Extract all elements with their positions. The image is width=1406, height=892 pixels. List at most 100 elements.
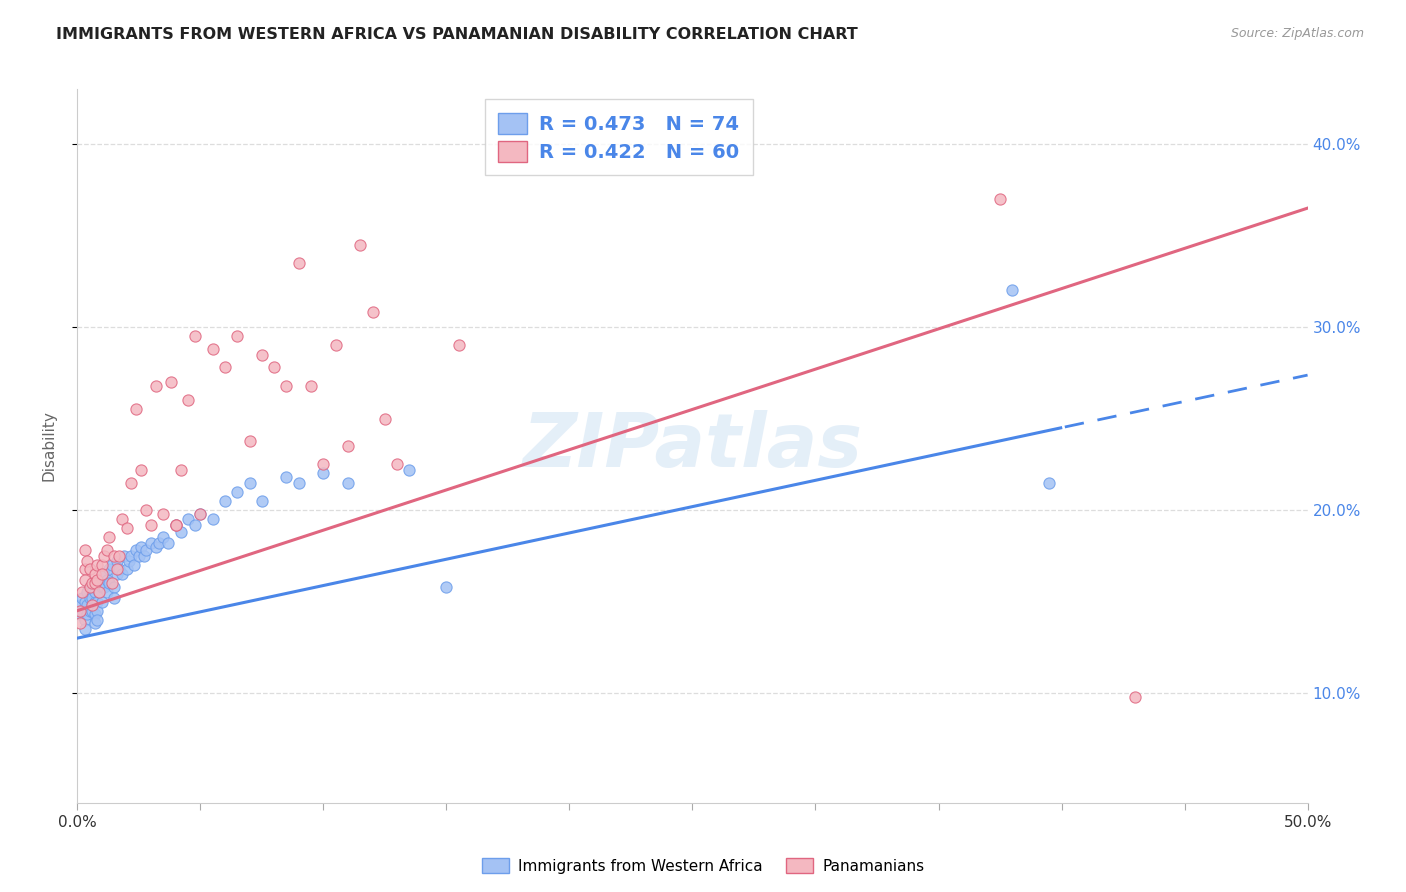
Point	[1001, 284, 1024, 298]
Point	[288, 256, 311, 270]
Point	[152, 531, 174, 545]
Point	[83, 585, 105, 599]
Point	[98, 576, 121, 591]
Point	[132, 549, 155, 563]
Text: ZIPatlas: ZIPatlas	[523, 409, 862, 483]
Point	[73, 613, 96, 627]
Point	[86, 594, 108, 608]
Point	[361, 305, 384, 319]
Point	[276, 470, 298, 484]
Point	[105, 567, 128, 582]
Point	[337, 475, 360, 490]
Point	[105, 554, 128, 568]
Point	[82, 598, 104, 612]
Point	[73, 594, 96, 608]
Point	[108, 561, 131, 575]
Point	[165, 517, 187, 532]
Point	[83, 616, 105, 631]
Point	[86, 604, 108, 618]
Point	[69, 616, 91, 631]
Point	[239, 475, 262, 490]
Point	[170, 463, 193, 477]
Point	[125, 543, 148, 558]
Point	[76, 554, 98, 568]
Point	[141, 517, 163, 532]
Point	[184, 329, 207, 343]
Point	[988, 192, 1011, 206]
Point	[79, 580, 101, 594]
Point	[103, 591, 125, 605]
Point	[73, 573, 96, 587]
Point	[86, 613, 108, 627]
Point	[112, 549, 135, 563]
Point	[190, 507, 212, 521]
Point	[101, 558, 124, 572]
Point	[93, 580, 115, 594]
Legend: Immigrants from Western Africa, Panamanians: Immigrants from Western Africa, Panamani…	[475, 852, 931, 880]
Point	[299, 378, 322, 392]
Point	[105, 561, 128, 575]
Point	[76, 585, 98, 599]
Point	[103, 549, 125, 563]
Point	[201, 512, 224, 526]
Point	[111, 567, 132, 582]
Point	[226, 484, 249, 499]
Y-axis label: Disability: Disability	[42, 410, 56, 482]
Point	[76, 607, 98, 622]
Point	[436, 580, 458, 594]
Point	[250, 347, 273, 361]
Point	[108, 549, 131, 563]
Point	[226, 329, 249, 343]
Point	[90, 567, 114, 582]
Point	[115, 521, 138, 535]
Point	[82, 591, 104, 605]
Point	[165, 517, 187, 532]
Point	[170, 524, 193, 539]
Point	[86, 573, 108, 587]
Point	[73, 543, 96, 558]
Point	[190, 507, 212, 521]
Point	[1125, 690, 1147, 704]
Point	[128, 549, 150, 563]
Point	[177, 393, 200, 408]
Point	[96, 543, 118, 558]
Point	[312, 458, 335, 472]
Text: Source: ZipAtlas.com: Source: ZipAtlas.com	[1230, 27, 1364, 40]
Point	[387, 458, 409, 472]
Point	[79, 604, 101, 618]
Point	[374, 411, 396, 425]
Point	[1038, 475, 1060, 490]
Point	[96, 573, 118, 587]
Point	[152, 507, 174, 521]
Point	[214, 360, 236, 375]
Point	[447, 338, 470, 352]
Point	[83, 607, 105, 622]
Point	[82, 585, 104, 599]
Point	[89, 585, 111, 599]
Point	[201, 342, 224, 356]
Point	[276, 378, 298, 392]
Text: IMMIGRANTS FROM WESTERN AFRICA VS PANAMANIAN DISABILITY CORRELATION CHART: IMMIGRANTS FROM WESTERN AFRICA VS PANAMA…	[56, 27, 858, 42]
Point	[312, 467, 335, 481]
Point	[90, 580, 114, 594]
Point	[70, 604, 93, 618]
Point	[79, 591, 101, 605]
Point	[214, 494, 236, 508]
Point	[101, 576, 124, 591]
Point	[145, 378, 167, 392]
Point	[93, 549, 115, 563]
Point	[89, 576, 111, 591]
Point	[288, 475, 311, 490]
Point	[148, 536, 170, 550]
Point	[135, 503, 157, 517]
Point	[73, 622, 96, 636]
Point	[125, 402, 148, 417]
Point	[73, 561, 96, 575]
Point	[239, 434, 262, 448]
Point	[122, 558, 145, 572]
Point	[135, 543, 157, 558]
Point	[325, 338, 347, 352]
Point	[121, 549, 143, 563]
Point	[90, 594, 114, 608]
Point	[131, 540, 153, 554]
